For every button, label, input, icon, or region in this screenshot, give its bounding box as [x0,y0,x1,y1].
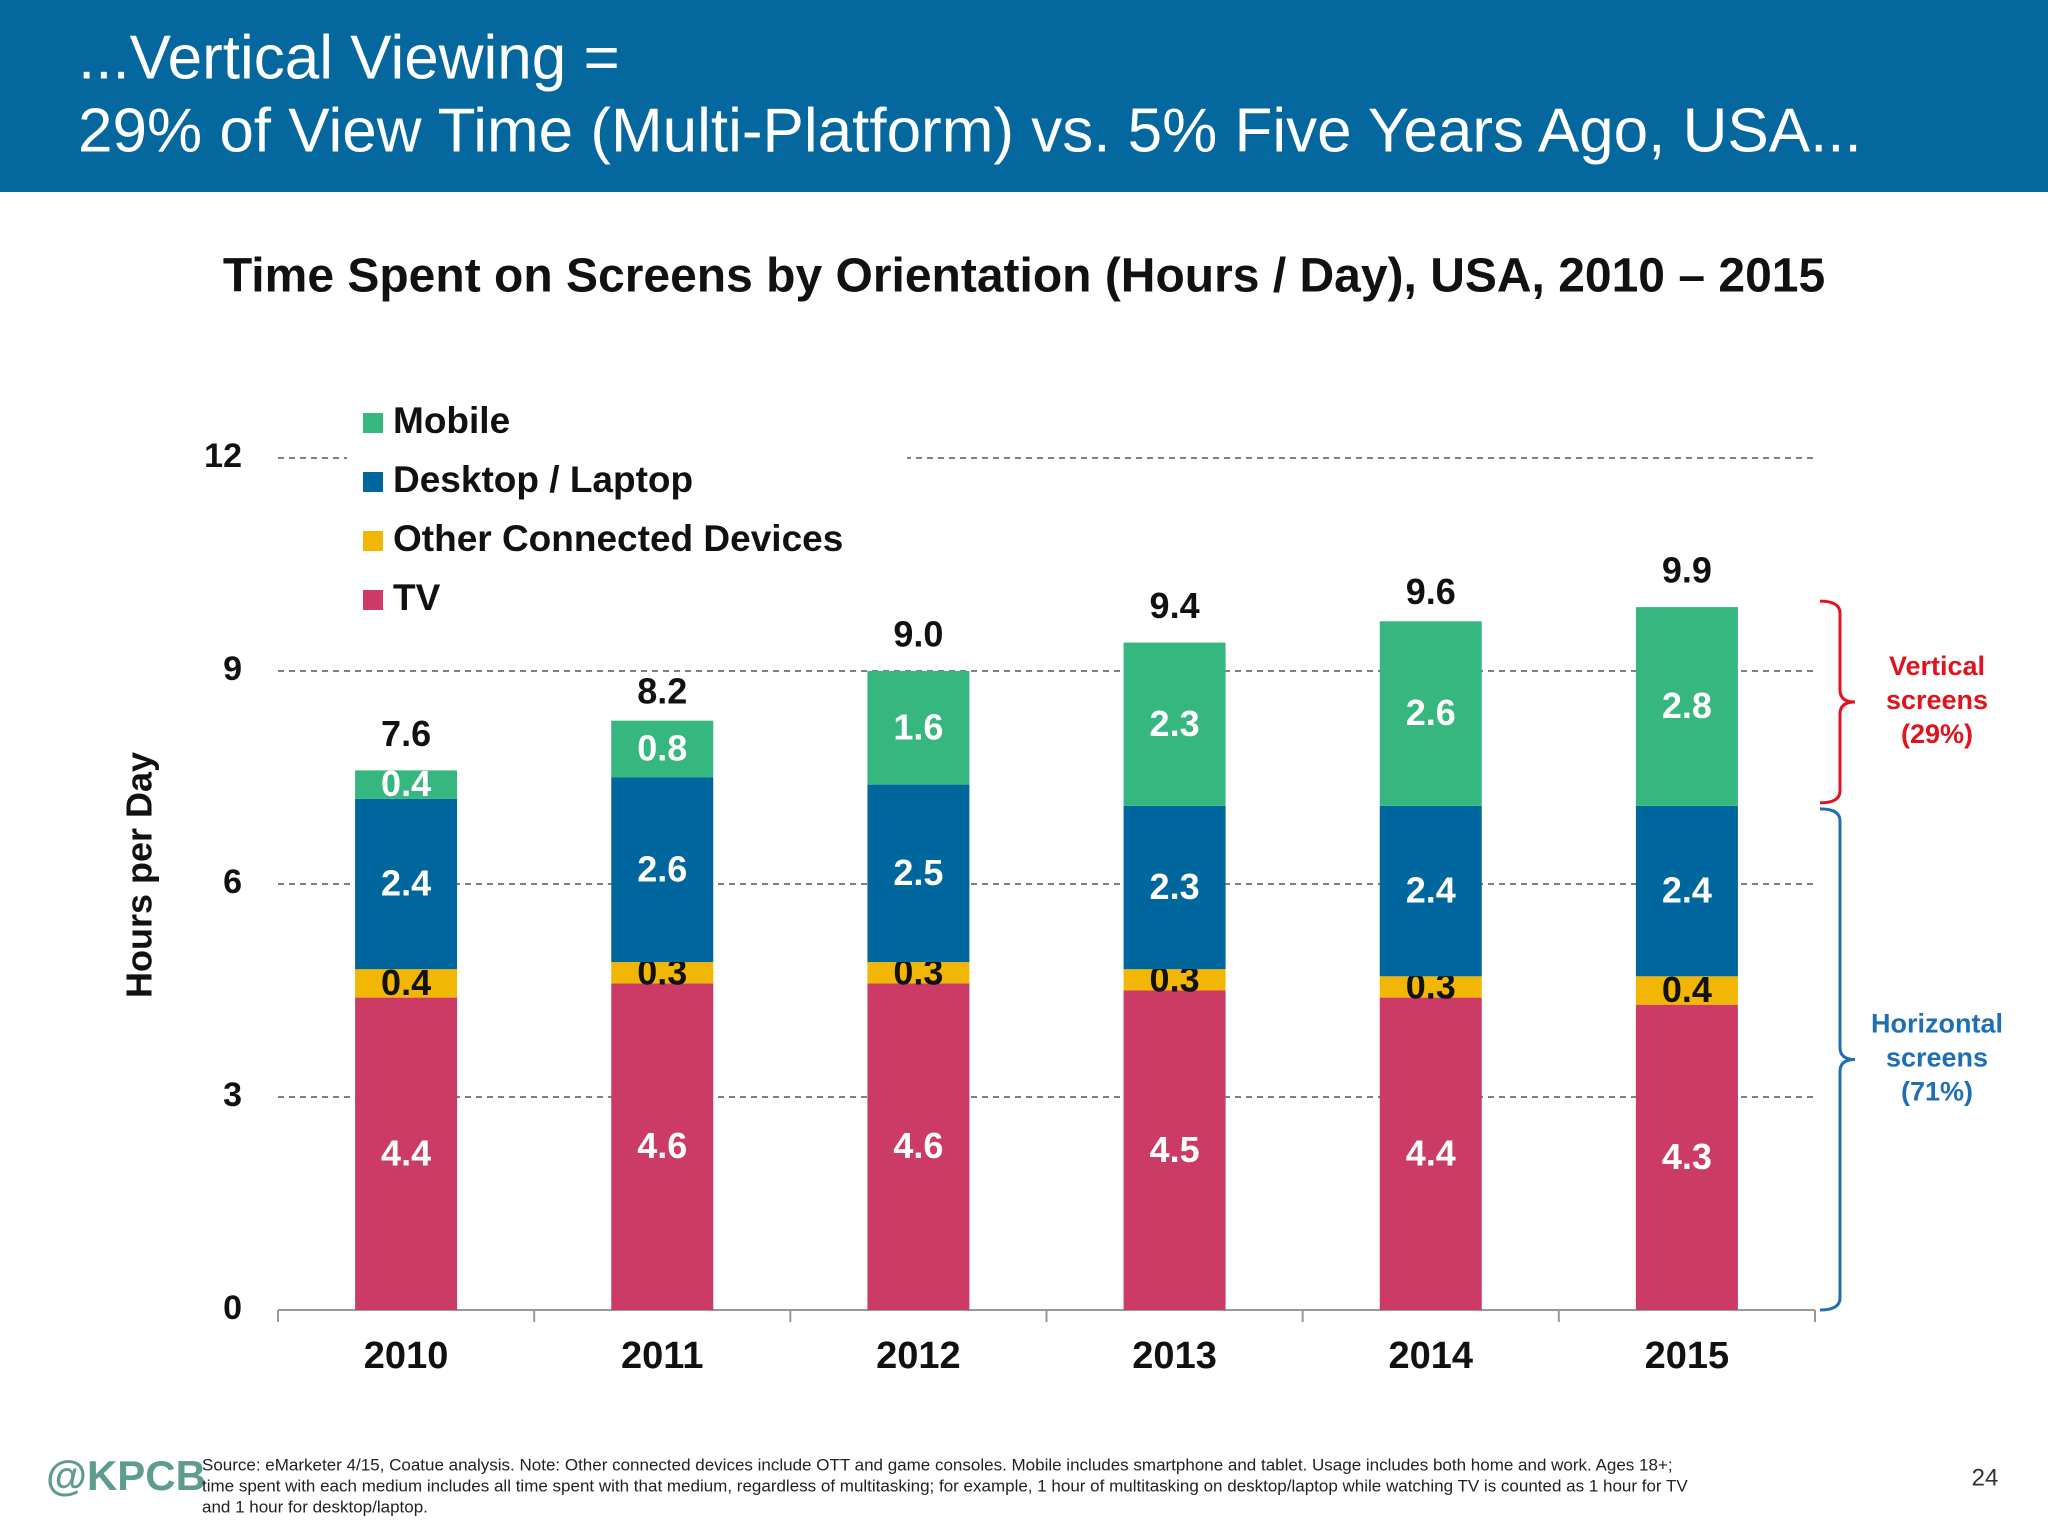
bar-segment [611,983,714,1310]
bar-segment [867,983,970,1310]
annotation: screens [1886,1043,1988,1073]
brace [1819,807,1856,1312]
bar-segment [355,798,458,970]
total-label: 7.6 [381,713,431,754]
legend-box [347,393,907,633]
annotation: screens [1886,685,1988,715]
bar-segment [1635,805,1738,977]
header-bar [0,0,2048,192]
bar-segment [1123,642,1226,806]
page-number: 24 [1972,1464,1999,1491]
y-axis-title: Hours per Day [119,752,160,998]
data-label: 2.4 [1662,870,1712,911]
x-tick-label: 2015 [1645,1335,1730,1377]
data-label: 0.4 [381,763,431,804]
annotation: (71%) [1901,1077,1973,1107]
legend-swatch [363,413,383,433]
data-label: 2.6 [637,848,687,889]
bar-segment [1379,997,1482,1310]
data-label: 2.5 [893,852,943,893]
total-label: 9.0 [893,614,943,655]
y-tick-label: 3 [223,1076,242,1114]
legend-label: Mobile [393,400,510,441]
data-label: 4.6 [637,1125,687,1166]
data-label: 4.3 [1662,1136,1712,1177]
bar-segment [867,962,970,984]
x-tick-label: 2012 [876,1335,961,1377]
data-label: 4.4 [381,1132,431,1173]
annotation: (29%) [1901,719,1973,749]
data-label: 2.3 [1150,866,1200,907]
legend-swatch [363,531,383,551]
bar-segment [867,784,970,963]
bar-segment [1123,969,1226,991]
source-note: and 1 hour for desktop/laptop. [202,1497,428,1516]
data-label: 2.6 [1406,692,1456,733]
data-label: 2.4 [381,863,431,904]
legend-swatch [363,472,383,492]
data-label: 0.8 [637,728,687,769]
bar-segment [1379,621,1482,806]
slide-title: ...Vertical Viewing = [78,23,620,92]
y-tick-label: 6 [223,863,242,901]
bar-segment [1123,805,1226,970]
data-label: 2.8 [1662,685,1712,726]
legend-label: Desktop / Laptop [393,459,693,500]
x-tick-label: 2011 [621,1335,703,1377]
bar-segment [355,997,458,1310]
x-tick-label: 2010 [364,1335,449,1377]
y-tick-label: 12 [204,437,242,475]
total-label: 9.9 [1662,550,1712,591]
x-tick-label: 2013 [1132,1335,1217,1377]
bar-segment [1379,976,1482,998]
legend-label: Other Connected Devices [393,518,843,559]
bar-segment [611,720,714,778]
bar-segment [355,969,458,998]
data-label: 2.3 [1150,703,1200,744]
bar-segment [1635,607,1738,806]
source-note: Source: eMarketer 4/15, Coatue analysis.… [202,1455,1673,1474]
data-label: 2.4 [1406,870,1456,911]
bar-segment [1635,1004,1738,1310]
data-label: 4.4 [1406,1132,1456,1173]
annotation: Vertical [1889,651,1985,681]
total-label: 9.4 [1150,585,1200,626]
bar-segment [355,770,458,799]
data-label: 4.5 [1150,1129,1200,1170]
chart-title: Time Spent on Screens by Orientation (Ho… [223,250,1825,303]
bar-segment [611,777,714,963]
total-label: 9.6 [1406,571,1456,612]
data-label: 1.6 [893,706,943,747]
legend-swatch [363,590,383,610]
bar-segment [611,962,714,984]
slide-title: 29% of View Time (Multi-Platform) vs. 5%… [78,96,1862,165]
y-tick-label: 0 [223,1289,242,1327]
bar-segment [1379,805,1482,977]
source-note: time spent with each medium includes all… [202,1476,1688,1495]
annotation: Horizontal [1871,1009,2003,1039]
bar-segment [1635,976,1738,1005]
logo: @KPCB [46,1452,206,1499]
bar-segment [1123,990,1226,1310]
total-label: 8.2 [637,670,687,711]
bar-segment [867,671,970,785]
brace [1819,599,1856,805]
x-tick-label: 2014 [1388,1335,1473,1377]
legend-label: TV [393,577,441,618]
y-tick-label: 9 [223,650,242,688]
data-label: 4.6 [893,1125,943,1166]
